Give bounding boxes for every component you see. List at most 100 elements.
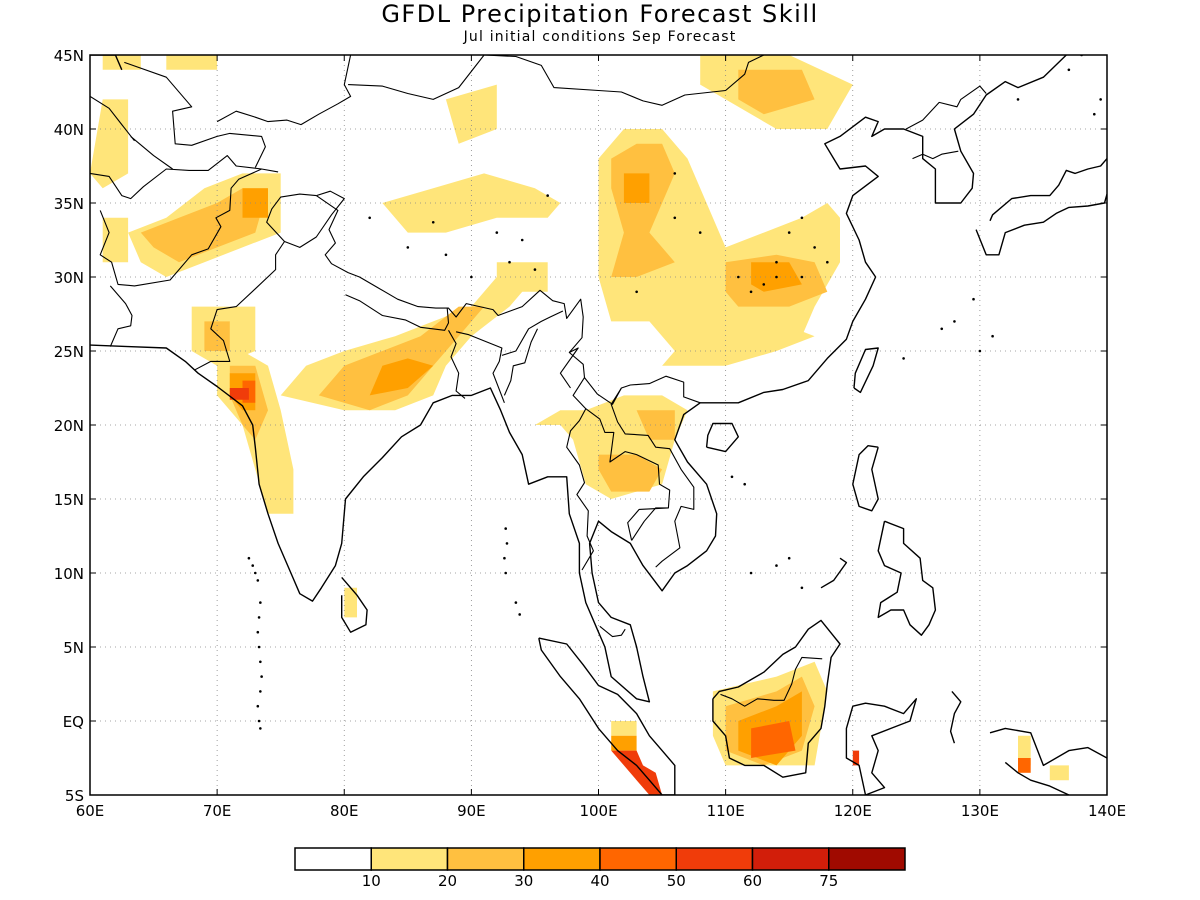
border-segment	[610, 387, 695, 568]
border-segment	[284, 190, 345, 248]
island-dot	[813, 246, 816, 249]
colorbar-label: 50	[667, 872, 686, 890]
coastline-segment	[852, 445, 879, 512]
coastline-segment	[989, 727, 1107, 767]
coastline-segment	[989, 158, 1107, 222]
lat-tick-label: 35N	[54, 195, 84, 213]
island-dot	[546, 194, 549, 197]
island-dot	[1092, 112, 1096, 116]
colorbar-swatch	[523, 847, 601, 871]
colorbar-swatch	[294, 847, 372, 871]
island-dot	[508, 260, 511, 264]
skill-region-17	[611, 721, 637, 736]
lon-tick-label: 70E	[203, 802, 232, 820]
skill-region-36	[611, 735, 637, 751]
skill-region-20	[140, 188, 268, 263]
island-dot	[635, 290, 638, 294]
colorbar-label: 60	[743, 872, 762, 890]
skill-shading	[90, 55, 1069, 795]
island-dot	[514, 601, 518, 604]
lat-tick-label: 25N	[54, 343, 84, 361]
coastline-segment	[877, 520, 937, 636]
skill-region-24	[598, 454, 663, 492]
island-dot	[737, 275, 740, 279]
island-dot	[406, 246, 410, 249]
lat-tick-label: 5N	[63, 639, 84, 657]
map-gridlines	[90, 55, 1107, 795]
border-segment	[130, 135, 173, 170]
map-axes: 60E 70E 80E 90E 100E 110E 120E 130E 140E 5S EQ 5N 10…	[54, 47, 1126, 820]
colorbar-swatch	[675, 847, 754, 871]
island-dot	[368, 216, 371, 220]
coastline-segment	[90, 55, 123, 71]
lat-tick-label: EQ	[63, 713, 84, 731]
island-dot	[730, 475, 734, 479]
border-segment	[99, 168, 262, 287]
border-segment	[124, 61, 266, 168]
colorbar: 10 20 30 40 50 60 75	[294, 847, 906, 890]
colorbar-swatch	[828, 847, 906, 871]
skill-region-23	[318, 306, 485, 411]
island-dot	[518, 613, 521, 616]
island-dot	[800, 275, 804, 279]
border-segment	[484, 55, 765, 106]
coastline-segment	[712, 619, 841, 778]
skill-region-39	[1018, 758, 1031, 773]
island-dot	[787, 231, 791, 234]
map-title: GFDL Precipitation Forecast Skill	[381, 0, 819, 28]
skill-region-19	[1049, 765, 1069, 781]
skill-region-8	[382, 173, 561, 233]
coastline-segment	[705, 422, 739, 453]
island-dot	[503, 556, 506, 560]
border-segment	[559, 347, 579, 389]
skill-region-40	[229, 388, 249, 400]
island-dot	[259, 601, 262, 604]
coastline-segment	[975, 193, 1107, 256]
island-dot	[749, 571, 753, 575]
coastline-segment	[820, 557, 848, 589]
island-dot	[256, 630, 260, 634]
island-dot	[775, 564, 778, 567]
border-segment	[503, 328, 538, 396]
island-dot	[800, 216, 804, 220]
island-dot	[1016, 98, 1020, 101]
skill-region-11	[102, 55, 141, 70]
lat-tick-label: 10N	[54, 565, 84, 583]
lat-tick-label: 15N	[54, 491, 84, 509]
coastline-segment	[538, 637, 676, 795]
island-dot	[256, 704, 260, 708]
border-segment	[631, 507, 669, 541]
lon-tick-label: 120E	[834, 802, 872, 820]
border-segment	[90, 155, 279, 200]
island-dot	[1099, 98, 1102, 101]
island-dot	[533, 268, 537, 271]
border-segment	[720, 656, 823, 707]
lon-tick-label: 110E	[707, 802, 745, 820]
island-dot	[978, 349, 982, 353]
lat-tick-label: 5S	[65, 787, 84, 805]
border-segment	[345, 294, 450, 331]
border-segment	[216, 55, 352, 126]
colorbar-label: 30	[514, 872, 533, 890]
border-segment	[90, 95, 135, 142]
island-dot	[762, 283, 766, 286]
skill-region-33	[623, 173, 650, 203]
lat-tick-label: 40N	[54, 121, 84, 139]
border-segment	[572, 377, 671, 541]
island-dot	[431, 220, 435, 224]
colorbar-swatch	[446, 847, 525, 871]
colorbar-label: 10	[362, 872, 381, 890]
island-dot	[257, 645, 261, 649]
island-dot	[743, 482, 746, 486]
lat-tick-label: 30N	[54, 269, 84, 287]
skill-region-41	[611, 750, 663, 795]
island-dot	[253, 571, 257, 575]
island-dot	[826, 260, 829, 264]
colorbar-swatch	[370, 847, 449, 871]
island-dot	[259, 660, 262, 664]
colorbar-label: 40	[590, 872, 609, 890]
coastline-segment	[845, 698, 917, 795]
coastline-segment	[853, 347, 879, 394]
island-dot	[972, 297, 975, 301]
